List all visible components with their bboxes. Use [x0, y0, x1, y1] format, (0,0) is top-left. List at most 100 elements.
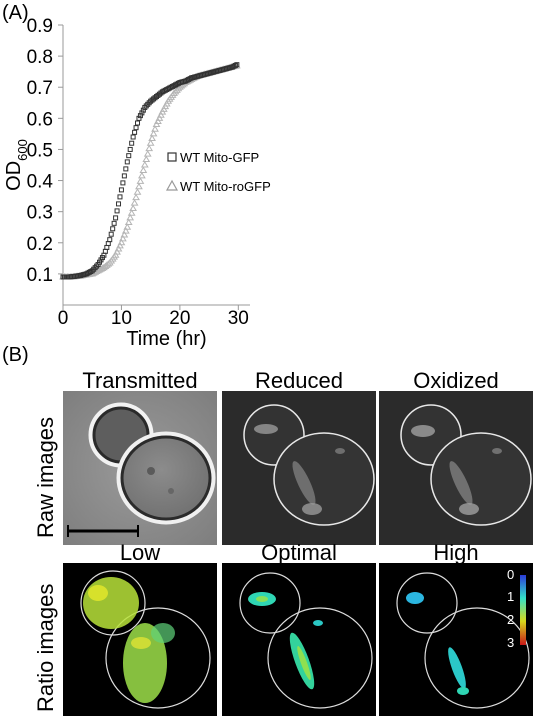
- series-point-rogfp: [133, 188, 142, 195]
- series-point-rogfp: [124, 218, 133, 226]
- y-tick-label: 0.3: [27, 203, 53, 224]
- y-tick-label: 0.7: [27, 78, 53, 99]
- series-point-rogfp: [145, 144, 154, 152]
- series-point-rogfp: [116, 241, 124, 249]
- series-point-rogfp: [98, 264, 107, 271]
- series-point-gfp: [137, 113, 143, 119]
- title-optimal: Optimal: [261, 540, 337, 565]
- series-point-rogfp: [148, 134, 157, 142]
- series-point-gfp: [130, 134, 136, 140]
- title-oxidized: Oxidized: [413, 368, 499, 393]
- series-point-gfp: [136, 115, 142, 121]
- series-point-rogfp: [152, 120, 161, 128]
- series-point-rogfp: [154, 117, 162, 124]
- y-tick-label: 0.5: [27, 140, 53, 161]
- series-point-gfp: [123, 166, 129, 172]
- series-point-rogfp: [139, 166, 148, 173]
- series-point-gfp: [135, 120, 141, 126]
- row-label-raw: Raw images: [33, 416, 58, 538]
- colorbar-label-3: 3: [507, 635, 515, 650]
- series-point-gfp: [110, 226, 116, 232]
- series-point-gfp: [126, 153, 132, 159]
- series-point-rogfp: [135, 182, 143, 190]
- reduced-image: [222, 391, 376, 545]
- series-point-gfp: [108, 231, 114, 237]
- title-low: Low: [119, 540, 161, 565]
- row-label-ratio: Ratio images: [33, 583, 58, 712]
- series-point-gfp: [127, 146, 133, 152]
- series-point-rogfp: [142, 155, 151, 163]
- series-point-rogfp: [113, 248, 121, 255]
- legend-label-rogfp: WT Mito-roGFP: [180, 179, 271, 194]
- y-tick-label: 0.6: [27, 109, 53, 130]
- series-point-rogfp: [155, 114, 164, 121]
- ratio-optimal-image: [222, 563, 376, 716]
- series-point-rogfp: [156, 111, 165, 118]
- series-point-rogfp: [129, 204, 138, 212]
- ratio-low-image: [63, 563, 217, 716]
- series-point-rogfp: [126, 213, 135, 221]
- x-axis-label: Time (hr): [126, 328, 206, 350]
- series-point-gfp: [121, 173, 127, 179]
- series-point-rogfp: [127, 209, 136, 216]
- panel-a-label: (A): [2, 2, 29, 24]
- series-point-rogfp: [136, 177, 145, 184]
- series-point-gfp: [139, 110, 145, 116]
- x-tick-label: 10: [111, 308, 132, 329]
- series-point-gfp: [117, 194, 123, 200]
- ratio-high-image: [379, 563, 533, 716]
- legend-marker-gfp: [167, 152, 177, 162]
- series-point-rogfp: [151, 125, 159, 132]
- series-point-rogfp: [149, 129, 158, 137]
- series-point-gfp: [232, 62, 238, 68]
- y-tick-label: 0.8: [27, 47, 53, 68]
- series-point-rogfp: [104, 260, 113, 267]
- series-point-rogfp: [138, 171, 146, 179]
- series-point-gfp: [118, 187, 124, 193]
- series-point-gfp: [129, 140, 135, 146]
- series-point-rogfp: [121, 227, 130, 234]
- growth-curve-chart: 0.1 0.2 0.3 0.4 0.5 0.6 0.7 0.8 0.9 0 10 20 30 Time (…: [3, 16, 271, 350]
- series-point-rogfp: [130, 199, 139, 206]
- series-point-rogfp: [111, 251, 120, 258]
- y-tick-label: 0.4: [27, 172, 54, 193]
- y-tick-label: 0.1: [27, 265, 53, 286]
- series-point-gfp: [107, 237, 113, 243]
- series-point-rogfp: [117, 238, 126, 246]
- series-point-rogfp: [123, 223, 132, 230]
- series-point-rogfp: [140, 161, 149, 168]
- series-point-rogfp: [132, 193, 140, 201]
- series-point-gfp: [114, 208, 120, 214]
- y-axis-label: OD600: [3, 139, 30, 191]
- series-point-rogfp: [143, 150, 152, 157]
- transmitted-image: [63, 391, 217, 545]
- series-point-rogfp: [120, 231, 129, 238]
- x-tick-label: 30: [228, 308, 249, 329]
- series-point-gfp: [140, 107, 146, 113]
- series-point-gfp: [124, 159, 130, 165]
- oxidized-image: [379, 391, 533, 545]
- legend-label-gfp: WT Mito-GFP: [180, 150, 259, 165]
- y-tick-label: 0.9: [27, 16, 53, 37]
- x-tick-label: 0: [58, 308, 69, 329]
- colorbar-label-2: 2: [507, 612, 515, 627]
- series-point-rogfp: [114, 245, 123, 252]
- title-reduced: Reduced: [254, 368, 344, 393]
- panel-b-label: (B): [2, 344, 29, 366]
- legend-marker-rogfp: [165, 179, 179, 191]
- colorbar-label-0: 0: [507, 567, 515, 582]
- series-point-rogfp: [146, 139, 155, 146]
- series-point-gfp: [111, 220, 117, 226]
- series-point-gfp: [133, 125, 139, 131]
- series-point-gfp: [116, 201, 122, 207]
- series-point-rogfp: [119, 234, 127, 242]
- series-point-gfp: [120, 180, 126, 186]
- series-point-gfp: [234, 62, 240, 68]
- series-point-gfp: [132, 129, 138, 135]
- y-tick-label: 0.2: [27, 234, 53, 255]
- colorbar: [520, 575, 526, 645]
- colorbar-label-1: 1: [507, 589, 515, 604]
- x-tick-label: 20: [169, 308, 190, 329]
- series-point-gfp: [113, 215, 119, 221]
- title-high: High: [433, 540, 479, 565]
